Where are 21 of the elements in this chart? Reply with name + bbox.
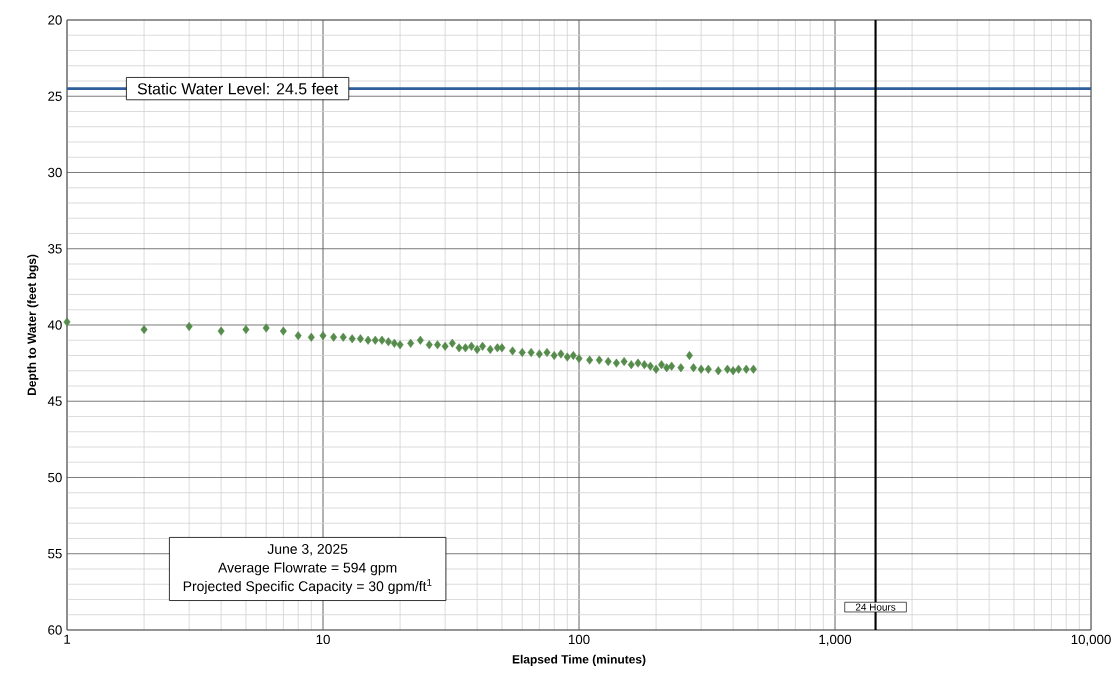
annotation: June 3, 2025 bbox=[267, 544, 348, 556]
x-tick-label: 100 bbox=[568, 634, 590, 645]
y-tick-label: 60 bbox=[48, 625, 62, 635]
ref-line-label: Static Water Level: 24.5 feet bbox=[137, 82, 338, 95]
y-tick-label: 25 bbox=[48, 91, 62, 101]
y-tick-label: 55 bbox=[48, 549, 62, 559]
y-tick-label: 50 bbox=[48, 472, 62, 483]
ref-line-label: 24 Hours bbox=[855, 603, 896, 611]
y-axis-title: Depth to Water (feet bgs) bbox=[27, 254, 39, 396]
y-tick-label: 35 bbox=[48, 244, 62, 254]
x-tick-label: 1,000 bbox=[819, 634, 852, 646]
y-tick-label: 20 bbox=[48, 15, 62, 25]
y-tick-label: 40 bbox=[47, 320, 62, 330]
x-tick-label: 10,000 bbox=[1071, 634, 1111, 646]
annotation: Average Flowrate = 594 gpm bbox=[218, 562, 397, 576]
y-tick-label: 45 bbox=[47, 396, 62, 406]
x-axis-title: Elapsed Time (minutes) bbox=[512, 654, 646, 666]
x-tick-label: 1 bbox=[64, 634, 71, 644]
annotation: Projected Specific Capacity = 30 gpm/ft$^{1}$ bbox=[183, 579, 432, 594]
y-tick-label: 30 bbox=[48, 167, 62, 178]
x-tick-label: 10 bbox=[316, 634, 330, 645]
